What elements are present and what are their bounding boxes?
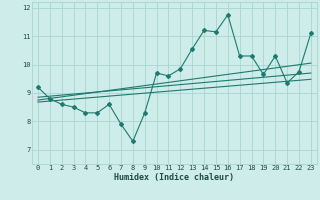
X-axis label: Humidex (Indice chaleur): Humidex (Indice chaleur) [115, 173, 234, 182]
